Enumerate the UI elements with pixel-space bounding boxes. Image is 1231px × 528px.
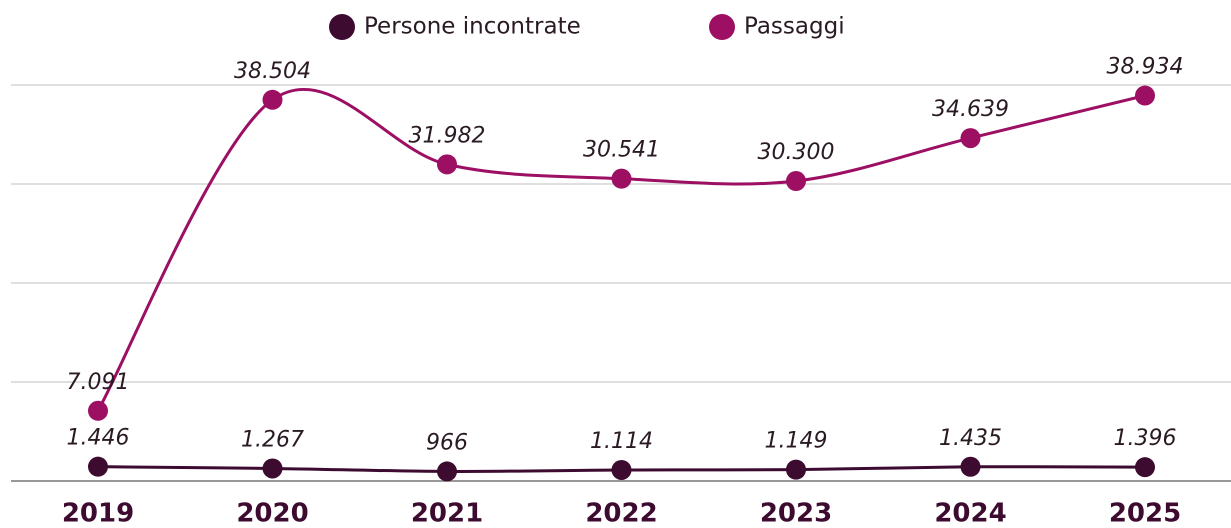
data-point xyxy=(88,456,108,477)
data-point xyxy=(1135,85,1155,106)
x-tick-label: 2024 xyxy=(934,499,1006,528)
data-label: 1.446 xyxy=(67,426,130,451)
data-label: 38.504 xyxy=(234,59,311,84)
data-point xyxy=(611,168,632,189)
data-label: 1.114 xyxy=(590,429,653,454)
data-label: 30.300 xyxy=(758,140,835,165)
data-point xyxy=(88,400,108,421)
data-point xyxy=(437,154,457,175)
x-tick-label: 2021 xyxy=(411,499,483,528)
data-label: 7.091 xyxy=(67,370,130,395)
data-point xyxy=(960,128,981,149)
data-label: 1.149 xyxy=(765,429,828,454)
data-label: 1.435 xyxy=(939,426,1002,451)
x-tick-label: 2022 xyxy=(585,499,657,528)
x-tick-label: 2023 xyxy=(760,499,832,528)
x-tick-label: 2019 xyxy=(62,499,134,528)
data-point xyxy=(437,461,457,482)
data-point xyxy=(786,171,806,192)
data-point xyxy=(611,459,632,480)
data-label: 1.267 xyxy=(241,427,304,452)
data-point xyxy=(960,456,981,477)
x-tick-label: 2020 xyxy=(236,499,308,528)
data-label: 38.934 xyxy=(1107,55,1184,80)
legend-label: Persone incontrate xyxy=(364,14,581,40)
x-tick-label: 2025 xyxy=(1109,499,1181,528)
data-point xyxy=(262,458,283,479)
legend-swatch xyxy=(329,14,355,40)
legend-label: Passaggi xyxy=(744,14,845,40)
data-point xyxy=(262,89,283,110)
legend-swatch xyxy=(709,14,735,40)
data-point xyxy=(786,459,806,480)
data-label: 966 xyxy=(426,430,468,455)
data-label: 34.639 xyxy=(932,97,1009,122)
data-label: 30.541 xyxy=(583,138,660,163)
data-label: 1.396 xyxy=(1114,426,1177,451)
data-point xyxy=(1135,457,1155,478)
data-label: 31.982 xyxy=(409,123,486,148)
